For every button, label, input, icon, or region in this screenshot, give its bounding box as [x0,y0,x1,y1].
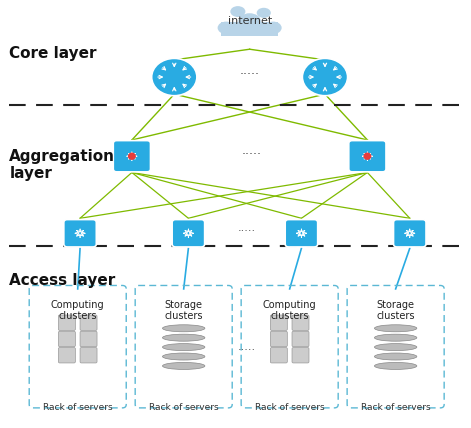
FancyBboxPatch shape [80,348,97,363]
FancyBboxPatch shape [58,315,75,330]
Text: .....: ..... [238,342,256,352]
Text: Storage
clusters: Storage clusters [164,300,203,321]
Ellipse shape [374,363,417,369]
Ellipse shape [162,363,205,369]
FancyBboxPatch shape [58,348,75,363]
FancyBboxPatch shape [349,140,386,172]
Text: .....: ..... [240,64,260,77]
Text: Rack of servers: Rack of servers [361,403,430,412]
FancyBboxPatch shape [58,331,75,347]
Text: Computing
clusters: Computing clusters [51,300,105,321]
Text: Rack of servers: Rack of servers [149,403,219,412]
Ellipse shape [374,353,417,360]
FancyBboxPatch shape [80,331,97,347]
Ellipse shape [302,58,348,96]
FancyBboxPatch shape [292,331,309,347]
Ellipse shape [374,344,417,351]
FancyBboxPatch shape [285,220,318,247]
Ellipse shape [265,21,282,34]
Ellipse shape [374,334,417,341]
Ellipse shape [218,21,235,34]
FancyBboxPatch shape [64,220,97,247]
Text: internet: internet [227,16,272,27]
Ellipse shape [238,13,261,30]
Text: Rack of servers: Rack of servers [43,403,113,412]
Text: Core layer: Core layer [9,46,97,61]
Circle shape [129,153,135,159]
Ellipse shape [162,325,205,332]
Text: Storage
clusters: Storage clusters [376,300,415,321]
FancyBboxPatch shape [394,220,426,247]
Text: Access layer: Access layer [9,273,116,288]
Text: Rack of servers: Rack of servers [255,403,325,412]
FancyBboxPatch shape [292,348,309,363]
Ellipse shape [162,334,205,341]
Ellipse shape [152,58,197,96]
FancyBboxPatch shape [270,348,287,363]
FancyBboxPatch shape [114,140,151,172]
Ellipse shape [374,325,417,332]
Text: .....: ..... [242,144,262,157]
FancyBboxPatch shape [221,22,278,36]
FancyBboxPatch shape [292,315,309,330]
Text: Computing
clusters: Computing clusters [263,300,317,321]
FancyBboxPatch shape [270,315,287,330]
FancyBboxPatch shape [172,220,204,247]
Ellipse shape [162,344,205,351]
Text: .....: ..... [238,223,256,233]
FancyBboxPatch shape [80,315,97,330]
Text: Aggregation
layer: Aggregation layer [9,149,115,181]
Circle shape [364,153,371,159]
Ellipse shape [162,353,205,360]
Ellipse shape [257,8,271,18]
Ellipse shape [230,6,245,17]
FancyBboxPatch shape [270,331,287,347]
